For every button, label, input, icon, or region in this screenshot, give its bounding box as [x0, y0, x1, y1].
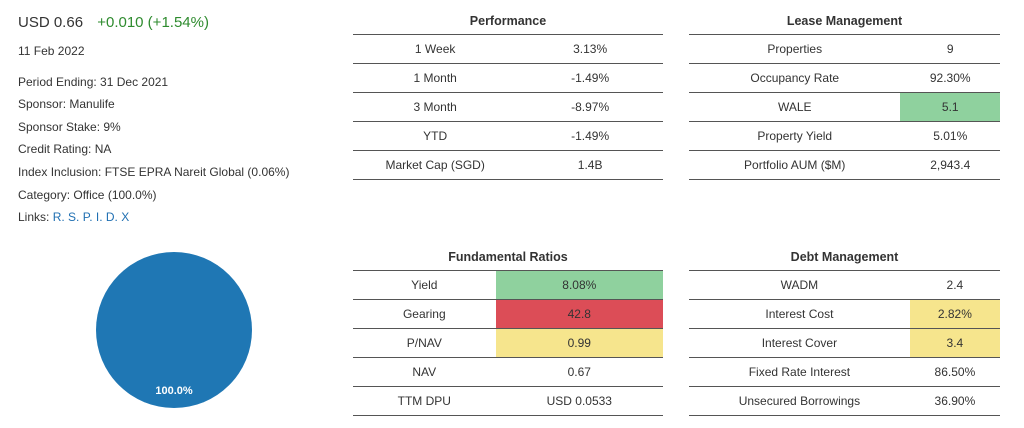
row-value: 36.90%: [909, 386, 1000, 416]
table-row: 1 Week 3.13%: [353, 35, 663, 64]
link-p[interactable]: P.: [82, 210, 93, 225]
lease-management-table: Lease Management Properties 9 Occupancy R…: [689, 12, 1000, 180]
row-label: YTD: [353, 121, 518, 151]
row-label: Portfolio AUM ($M): [689, 150, 901, 180]
row-label: Properties: [689, 35, 901, 64]
table-row: WALE 5.1: [689, 92, 1000, 122]
row-value: USD 0.0533: [495, 386, 663, 416]
row-value: 3.4: [909, 328, 1000, 358]
row-value: -8.97%: [517, 92, 663, 122]
table-row: 1 Month -1.49%: [353, 63, 663, 93]
sponsor-stake: Sponsor Stake: 9%: [18, 119, 121, 134]
row-value: 0.67: [495, 357, 663, 387]
row-value: 0.99: [495, 328, 663, 358]
table-row: Interest Cover 3.4: [689, 328, 1000, 358]
table-row: Market Cap (SGD) 1.4B: [353, 150, 663, 180]
table-row: P/NAV 0.99: [353, 328, 663, 358]
pie-slice-label: 100.0%: [155, 385, 193, 397]
table-row: NAV 0.67: [353, 357, 663, 387]
row-label: 1 Week: [353, 35, 518, 64]
table-row: Occupancy Rate 92.30%: [689, 63, 1000, 93]
links-label: Links:: [18, 210, 50, 225]
row-value: -1.49%: [517, 121, 663, 151]
row-label: 1 Month: [353, 63, 518, 93]
row-value: 1.4B: [517, 150, 663, 180]
credit-rating: Credit Rating: NA: [18, 142, 112, 157]
period-ending: Period Ending: 31 Dec 2021: [18, 74, 169, 89]
table-row: 3 Month -8.97%: [353, 92, 663, 122]
category: Category: Office (100.0%): [18, 187, 157, 202]
table-row: Fixed Rate Interest 86.50%: [689, 357, 1000, 387]
table-row: Property Yield 5.01%: [689, 121, 1000, 151]
table-row: Unsecured Borrowings 36.90%: [689, 386, 1000, 416]
fundamental-title: Fundamental Ratios: [353, 248, 663, 271]
row-value: 9: [900, 35, 1000, 64]
table-row: TTM DPU USD 0.0533: [353, 386, 663, 416]
row-label: Occupancy Rate: [689, 63, 901, 93]
row-value: 5.01%: [900, 121, 1000, 151]
link-x[interactable]: X: [121, 210, 130, 225]
table-row: Interest Cost 2.82%: [689, 299, 1000, 329]
summary-panel: USD 0.66 +0.010 (+1.54%) 11 Feb 2022 Per…: [18, 14, 338, 229]
link-i[interactable]: I.: [95, 210, 103, 225]
debt-management-table: Debt Management WADM 2.4 Interest Cost 2.8…: [689, 248, 1000, 416]
row-value: 3.13%: [517, 35, 663, 64]
table-row: Yield 8.08%: [353, 271, 663, 300]
row-label: Unsecured Borrowings: [689, 386, 910, 416]
table-row: Properties 9: [689, 35, 1000, 64]
price-change: +0.010 (+1.54%): [97, 14, 209, 31]
price-line: USD 0.66 +0.010 (+1.54%): [18, 14, 338, 31]
link-s[interactable]: S.: [68, 210, 80, 225]
row-label: 3 Month: [353, 92, 518, 122]
row-value: 2.4: [909, 271, 1000, 300]
row-label: Property Yield: [689, 121, 901, 151]
row-value: 8.08%: [495, 271, 663, 300]
row-value: 92.30%: [900, 63, 1000, 93]
row-label: NAV: [353, 357, 496, 387]
row-label: P/NAV: [353, 328, 496, 358]
row-value: 2,943.4: [900, 150, 1000, 180]
fundamental-ratios-table: Fundamental Ratios Yield 8.08% Gearing 42.…: [353, 248, 663, 416]
table-row: WADM 2.4: [689, 271, 1000, 300]
row-value: 86.50%: [909, 357, 1000, 387]
link-d[interactable]: D.: [105, 210, 118, 225]
price: USD 0.66: [18, 14, 84, 31]
debt-title: Debt Management: [689, 248, 1000, 271]
performance-table: Performance 1 Week 3.13% 1 Month -1.49% 3 …: [353, 12, 663, 180]
row-label: Interest Cost: [689, 299, 910, 329]
category-pie-chart: 100.0%: [96, 252, 252, 408]
row-label: Gearing: [353, 299, 496, 329]
performance-title: Performance: [353, 12, 663, 35]
row-label: Yield: [353, 271, 496, 300]
links-row: Links: R. S. P. I. D. X: [18, 206, 338, 229]
pie-slice-office: [96, 252, 252, 408]
row-label: TTM DPU: [353, 386, 496, 416]
row-label: WADM: [689, 271, 910, 300]
index-inclusion: Index Inclusion: FTSE EPRA Nareit Global…: [18, 164, 290, 179]
link-r[interactable]: R.: [52, 210, 65, 225]
quote-date: 11 Feb 2022: [18, 44, 85, 58]
row-value: 5.1: [900, 92, 1000, 122]
sponsor: Sponsor: Manulife: [18, 97, 115, 112]
table-row: Portfolio AUM ($M) 2,943.4: [689, 150, 1000, 180]
row-label: Fixed Rate Interest: [689, 357, 910, 387]
lease-title: Lease Management: [689, 12, 1000, 35]
row-value: 42.8: [495, 299, 663, 329]
row-label: WALE: [689, 92, 901, 122]
row-value: -1.49%: [517, 63, 663, 93]
table-row: YTD -1.49%: [353, 121, 663, 151]
row-label: Market Cap (SGD): [353, 150, 518, 180]
table-row: Gearing 42.8: [353, 299, 663, 329]
row-label: Interest Cover: [689, 328, 910, 358]
row-value: 2.82%: [909, 299, 1000, 329]
